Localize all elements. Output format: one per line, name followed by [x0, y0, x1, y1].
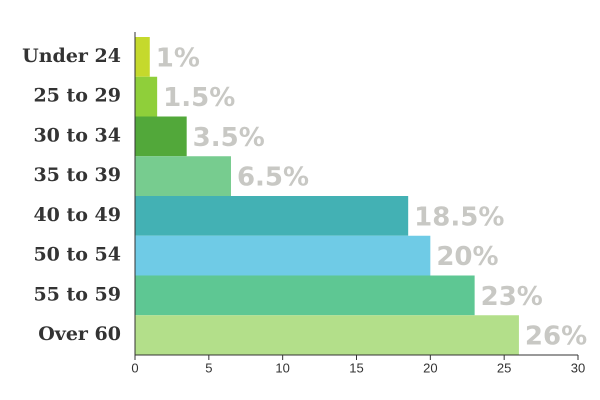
x-tick-label: 5 — [205, 360, 212, 375]
x-tick-label: 10 — [275, 360, 289, 375]
y-tick-label: 30 to 34 — [33, 124, 121, 146]
bar — [135, 275, 475, 316]
y-tick-label: 55 to 59 — [33, 283, 121, 305]
value-label: 1% — [156, 43, 200, 73]
bar — [135, 156, 231, 196]
bar — [135, 37, 150, 77]
y-tick-label: Under 24 — [22, 45, 121, 67]
y-tick-label: 50 to 54 — [33, 244, 121, 266]
value-label: 3.5% — [193, 123, 265, 153]
y-tick-label: Over 60 — [38, 323, 121, 345]
value-label: 1.5% — [163, 83, 235, 113]
value-label: 18.5% — [414, 202, 504, 232]
value-label: 26% — [525, 322, 587, 352]
x-tick-label: 20 — [423, 360, 437, 375]
x-tick-label: 30 — [571, 360, 585, 375]
bar — [135, 235, 431, 276]
bar — [135, 196, 409, 236]
y-tick-label: 25 to 29 — [33, 85, 121, 107]
x-tick-label: 0 — [131, 360, 138, 375]
x-tick-label: 15 — [349, 360, 363, 375]
y-tick-label: 35 to 39 — [33, 164, 121, 186]
value-label: 20% — [436, 242, 498, 272]
x-tick-label: 25 — [497, 360, 511, 375]
bar — [135, 315, 519, 355]
value-label: 6.5% — [237, 163, 309, 193]
y-tick-label: 40 to 49 — [33, 204, 121, 226]
bar — [135, 116, 187, 157]
value-label: 23% — [481, 282, 543, 312]
bar — [135, 76, 158, 117]
